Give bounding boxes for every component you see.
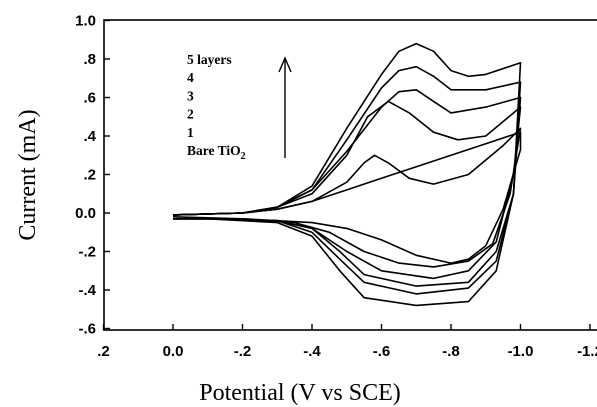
legend-entry: 3 bbox=[187, 88, 194, 103]
legend-entry-base: Bare TiO bbox=[187, 143, 241, 158]
cv-curve-5 bbox=[172, 42, 522, 307]
y-tick-label: .2 bbox=[83, 167, 96, 184]
legend-entry-bare-tio2: Bare TiO2 bbox=[187, 143, 246, 162]
y-tick-label: -.6 bbox=[78, 321, 96, 338]
legend-entry: 1 bbox=[187, 125, 194, 140]
cv-curve-1 bbox=[172, 127, 522, 268]
cv-curve-0 bbox=[172, 131, 522, 264]
x-axis-label: Potential (V vs SCE) bbox=[199, 380, 401, 406]
y-tick-label: .4 bbox=[83, 128, 96, 145]
y-tick-label: -.2 bbox=[78, 244, 96, 261]
legend-entry: 5 layers bbox=[187, 52, 232, 67]
x-tick-label: -.8 bbox=[442, 343, 460, 360]
x-tick-label: -.4 bbox=[303, 343, 321, 360]
x-tick-label: 0.0 bbox=[163, 343, 184, 360]
cv-curve-2 bbox=[172, 100, 522, 280]
legend-entry: 2 bbox=[187, 107, 194, 122]
y-tick-label: 1.0 bbox=[75, 13, 96, 30]
legend-arrow bbox=[278, 56, 292, 158]
cv-curve-3 bbox=[172, 89, 522, 287]
x-tick-label: -.6 bbox=[373, 343, 391, 360]
y-tick-label: .6 bbox=[83, 90, 96, 107]
y-tick-label: 0.0 bbox=[75, 205, 96, 222]
x-tick-label: .2 bbox=[97, 343, 110, 360]
cv-curve-4 bbox=[172, 65, 522, 295]
y-tick-label: .8 bbox=[83, 51, 96, 68]
x-tick-label: -1.2 bbox=[577, 343, 597, 360]
arrow-head bbox=[278, 56, 292, 73]
series-group bbox=[172, 42, 522, 307]
y-axis-label: Current (mA) bbox=[15, 109, 41, 240]
legend-entry: 4 bbox=[187, 70, 194, 85]
y-tick-label: -.4 bbox=[78, 282, 96, 299]
legend-entry-subscript: 2 bbox=[241, 151, 246, 162]
x-tick-label: -.2 bbox=[234, 343, 252, 360]
axis-ticks: .2 0.0 -.2 -.4 -.6 -.8 -1.0 -1.2 1.0 .8 .6 .4 .2 0.0 -… bbox=[75, 13, 597, 361]
x-tick-label: -1.0 bbox=[508, 343, 534, 360]
